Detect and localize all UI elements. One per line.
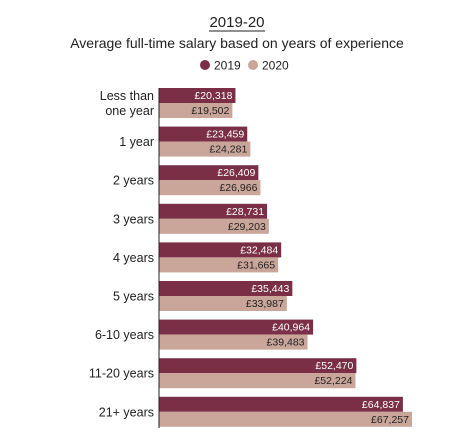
data-label-2019: £40,964 [272,322,310,334]
data-label-2020: £26,966 [219,182,257,194]
legend-label-2020: 2020 [262,59,289,73]
data-label-2020: £24,281 [209,144,247,156]
category-label: one year [105,104,154,118]
legend: 2019 2020 [200,59,289,73]
data-label-2019: £32,484 [240,244,278,256]
data-label-2020: £39,483 [267,337,305,349]
bar-2020 [159,218,269,234]
bar-2019 [159,126,248,142]
category-label: 2 years [113,174,154,188]
data-label-2019: £28,731 [226,206,264,218]
category-label: 6-10 years [95,328,154,342]
category-label: Less than [100,89,154,103]
chart-subtitle: Average full-time salary based on years … [70,35,404,51]
category-label: 3 years [113,212,154,226]
data-label-2019: £35,443 [251,283,289,295]
data-label-2020: £31,665 [237,259,275,271]
bar-2019 [159,281,293,296]
data-label-2020: £19,502 [191,105,229,117]
data-label-2019: £23,459 [206,129,244,141]
bars: £20,318 £19,502 £23,459 £24,281 £26,409 £26,9… [159,88,412,427]
bar-2019 [159,396,403,412]
bar-2019 [159,165,259,181]
bar-2020 [159,141,251,157]
data-label-2020: £29,203 [228,221,266,233]
legend-marker-2019 [200,60,210,70]
data-label-2020: £67,257 [371,414,409,426]
data-label-2019: £52,470 [315,360,353,372]
category-label: 4 years [113,251,154,265]
category-label: 11-20 years [89,367,154,381]
category-label: 1 year [119,135,154,149]
bar-2019 [159,242,282,258]
bar-2020 [159,334,308,350]
bar-2020 [159,103,233,118]
legend-label-2019: 2019 [214,59,241,73]
chart-title: 2019-20 [209,14,264,31]
data-label-2020: £52,224 [314,375,352,387]
data-label-2019: £64,837 [362,399,400,411]
bar-2020 [159,296,287,311]
bar-2020 [159,373,356,389]
category-label: 21+ years [99,405,154,419]
bar-2020 [159,411,412,427]
bar-2020 [159,257,279,273]
legend-marker-2020 [248,60,258,70]
bar-2019 [159,358,357,374]
data-label-2019: £20,318 [194,90,232,102]
bar-2019 [159,88,236,103]
data-label-2019: £26,409 [217,167,255,179]
bar-2019 [159,203,268,219]
category-label: 5 years [113,290,154,304]
bar-2020 [159,180,261,196]
data-label-2020: £33,987 [246,298,284,310]
bar-2019 [159,319,314,335]
